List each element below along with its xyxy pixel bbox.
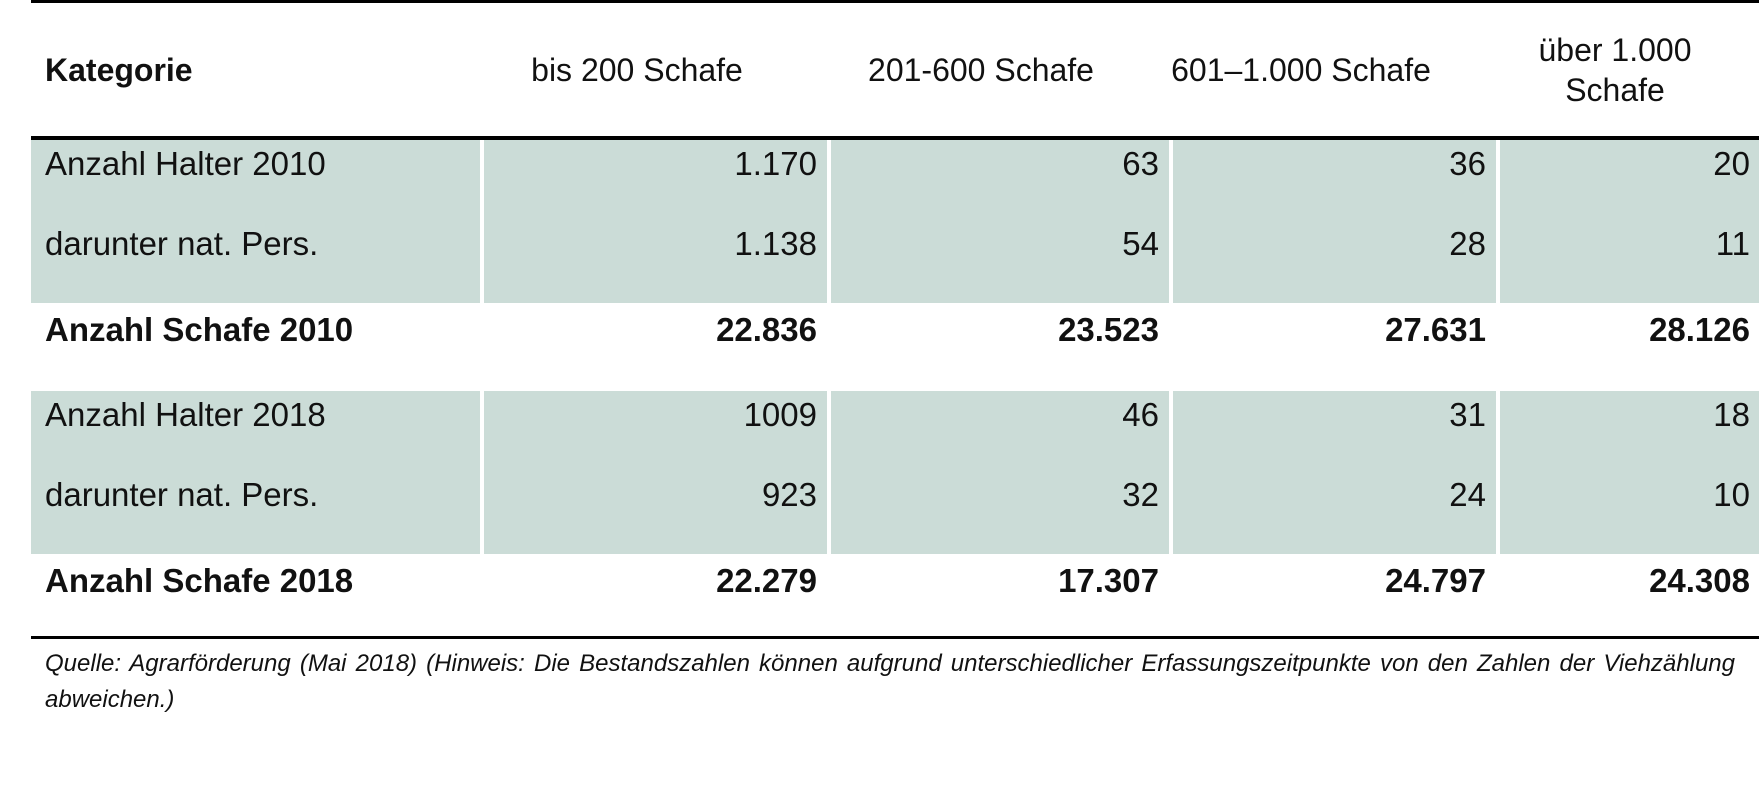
shade-cell <box>31 391 480 554</box>
table-row-total: Anzahl Schafe 2010 22.836 23.523 27.631 … <box>31 289 1759 370</box>
header-201-600: 201-600 Schafe <box>868 51 1094 88</box>
table-row: Anzahl Halter 2018 1009 46 31 18 <box>31 374 1759 455</box>
table-cell: 32 <box>1122 475 1159 513</box>
shade-cell <box>831 140 1169 303</box>
table-cell: 36 <box>1449 144 1486 182</box>
table-cell: 46 <box>1122 395 1159 433</box>
row-label: Anzahl Halter 2018 <box>45 395 326 433</box>
header-bis-200: bis 200 Schafe <box>531 51 743 88</box>
header-row: Kategorie bis 200 Schafe 201-600 Schafe … <box>31 3 1759 136</box>
table-cell: 923 <box>761 475 817 513</box>
table-row: darunter nat. Pers. 1.138 54 28 11 <box>31 203 1759 284</box>
table-cell: 1.170 <box>734 144 817 182</box>
table-cell: 17.307 <box>1058 561 1159 599</box>
shade-cell <box>1173 140 1496 303</box>
row-label: darunter nat. Pers. <box>45 224 319 262</box>
table-cell: 22.279 <box>716 561 817 599</box>
table-cell: 28 <box>1449 224 1486 262</box>
top-rule <box>31 0 1759 3</box>
bottom-rule <box>31 636 1759 639</box>
row-label: Anzahl Halter 2010 <box>45 144 326 182</box>
table-cell: 54 <box>1122 224 1159 262</box>
shade-cell <box>1500 140 1759 303</box>
table-row: darunter nat. Pers. 923 32 24 10 <box>31 454 1759 535</box>
row-label: Anzahl Schafe 2010 <box>45 310 354 348</box>
table-cell: 24 <box>1449 475 1486 513</box>
header-ueber-1000-text: über 1.000 Schafe <box>1538 31 1692 108</box>
table-row: Anzahl Halter 2010 1.170 63 36 20 <box>31 123 1759 204</box>
table-cell: 24.308 <box>1649 561 1750 599</box>
table-cell: 1009 <box>743 395 817 433</box>
shaded-band-2010 <box>31 140 1759 303</box>
table-cell: 10 <box>1713 475 1750 513</box>
table-cell: 1.138 <box>734 224 817 262</box>
table-cell: 22.836 <box>716 310 817 348</box>
shade-cell <box>831 391 1169 554</box>
table-cell: 27.631 <box>1385 310 1486 348</box>
table-cell: 28.126 <box>1649 310 1750 348</box>
header-kategorie: Kategorie <box>45 51 193 88</box>
table-cell: 31 <box>1449 395 1486 433</box>
table-cell: 63 <box>1122 144 1159 182</box>
table-cell: 23.523 <box>1058 310 1159 348</box>
header-ueber-1000: über 1.000 Schafe <box>1471 3 1759 136</box>
table-cell: 11 <box>1715 224 1750 262</box>
table-row-total: Anzahl Schafe 2018 22.279 17.307 24.797 … <box>31 540 1759 621</box>
shade-cell <box>484 391 827 554</box>
table-cell: 18 <box>1713 395 1750 433</box>
table-cell: 20 <box>1713 144 1750 182</box>
row-label: darunter nat. Pers. <box>45 475 319 513</box>
table-cell: 24.797 <box>1385 561 1486 599</box>
shaded-band-2018 <box>31 391 1759 554</box>
shade-cell <box>484 140 827 303</box>
shade-cell <box>1173 391 1496 554</box>
row-label: Anzahl Schafe 2018 <box>45 561 354 599</box>
header-rule <box>31 136 1759 140</box>
source-note: Quelle: Agrarförderung (Mai 2018) (Hinwe… <box>45 650 1735 713</box>
shade-cell <box>1500 391 1759 554</box>
shade-cell <box>31 140 480 303</box>
header-601-1000: 601–1.000 Schafe <box>1171 51 1431 88</box>
